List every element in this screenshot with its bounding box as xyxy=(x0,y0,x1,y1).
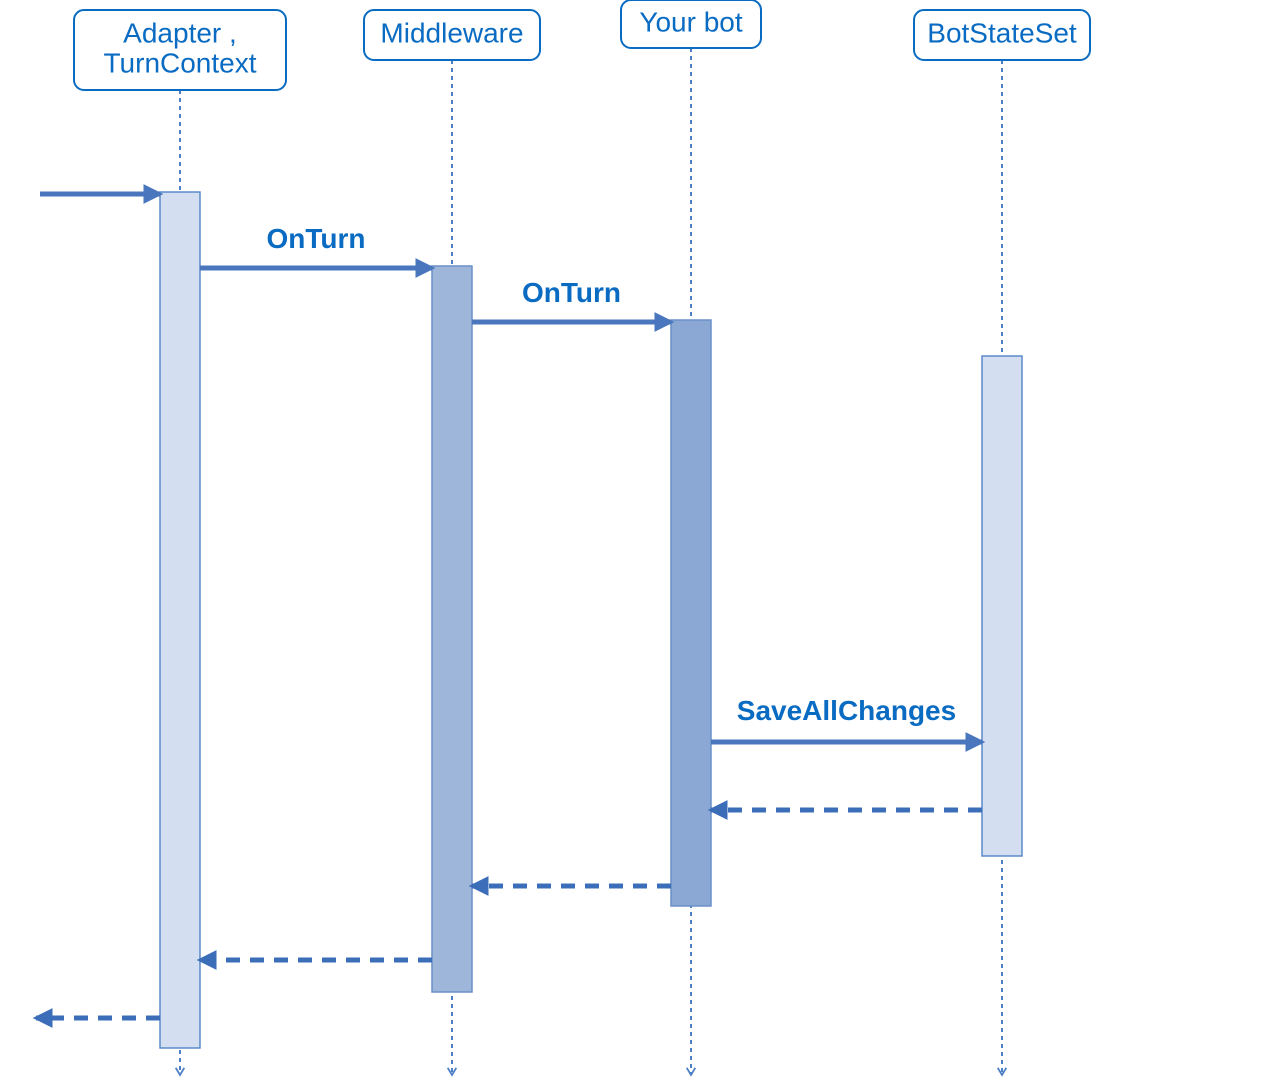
message-label: OnTurn xyxy=(266,223,365,254)
activation-bar xyxy=(432,266,472,992)
participant-label: Adapter , xyxy=(123,17,237,48)
participant-label: BotStateSet xyxy=(927,17,1077,48)
participant-label: Your bot xyxy=(639,6,742,37)
activation-bar xyxy=(982,356,1022,856)
activation-bar xyxy=(671,320,711,906)
participant-label: TurnContext xyxy=(103,47,256,78)
message-label: SaveAllChanges xyxy=(737,695,956,726)
activation-bar xyxy=(160,192,200,1048)
participant-label: Middleware xyxy=(380,17,523,48)
message-label: OnTurn xyxy=(522,277,621,308)
